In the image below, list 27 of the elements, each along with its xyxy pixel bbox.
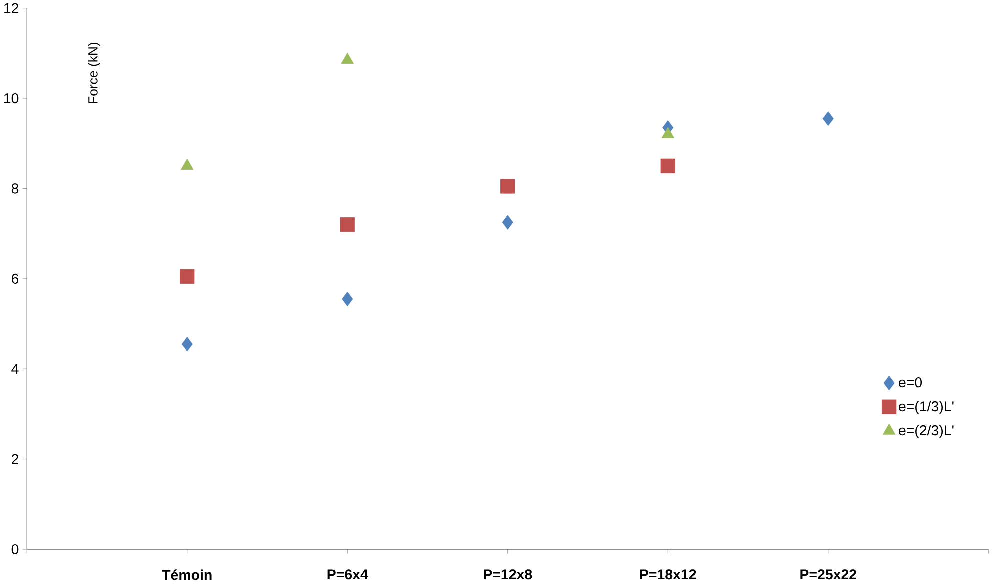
- point: [500, 179, 516, 194]
- y-tick-label: 0: [12, 544, 19, 555]
- x-tick-label: P=6x4: [328, 570, 368, 580]
- legend-label: e=0: [899, 378, 922, 388]
- y-tick-label: 2: [12, 454, 18, 464]
- x-tick-label: P=12x8: [484, 570, 532, 580]
- legend-label: e=(2/3)L': [899, 425, 954, 439]
- point: [662, 128, 674, 139]
- point: [822, 112, 834, 126]
- point: [341, 53, 354, 64]
- legend-label: e=(1/3)L': [899, 401, 954, 415]
- point: [181, 159, 194, 170]
- point: [502, 215, 514, 230]
- y-tick-label: 6: [12, 274, 19, 284]
- x-tick-label: Témoin: [162, 570, 212, 580]
- y-tick-label: 12: [4, 4, 18, 14]
- point: [340, 218, 355, 232]
- point: [180, 270, 195, 284]
- y-tick-label: 4: [12, 364, 19, 374]
- y-axis-title: Force (kN): [88, 43, 100, 104]
- point: [660, 159, 676, 174]
- point: [342, 292, 354, 307]
- x-tick-label: P=18x12: [640, 570, 696, 580]
- x-tick-label: P=25x22: [800, 570, 856, 580]
- point: [182, 337, 193, 352]
- y-tick-label: 10: [4, 94, 19, 104]
- y-tick-label: 8: [12, 184, 19, 194]
